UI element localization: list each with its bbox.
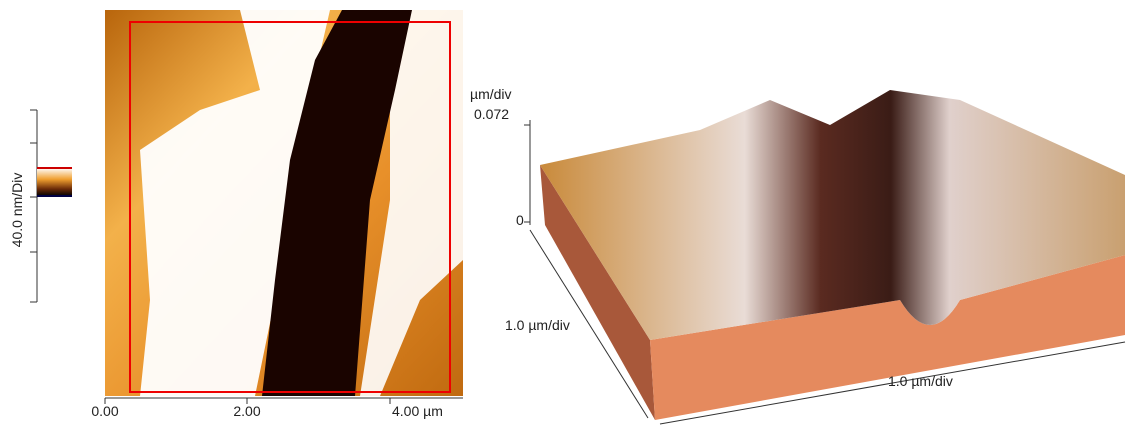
- x-tick-label: 2.00: [233, 403, 260, 419]
- x-axis-label: 1.0 µm/div: [888, 373, 953, 389]
- surface-3d: [524, 90, 1125, 424]
- x-tick-label: 4.00 µm: [392, 403, 443, 419]
- y-axis-label: 1.0 µm/div: [505, 317, 570, 333]
- scale-bar: [30, 110, 72, 302]
- scale-label: 40.0 nm/Div: [9, 173, 25, 248]
- figure: 40.0 nm/Div 0.00 2.00 4.00 µm µm/div 0.0…: [0, 0, 1130, 428]
- x-tick-label: 0.00: [91, 403, 118, 419]
- z-max: 0.072: [474, 106, 509, 122]
- z-unit: µm/div: [470, 86, 512, 102]
- z-min: 0: [516, 212, 524, 228]
- height-image: [105, 10, 463, 404]
